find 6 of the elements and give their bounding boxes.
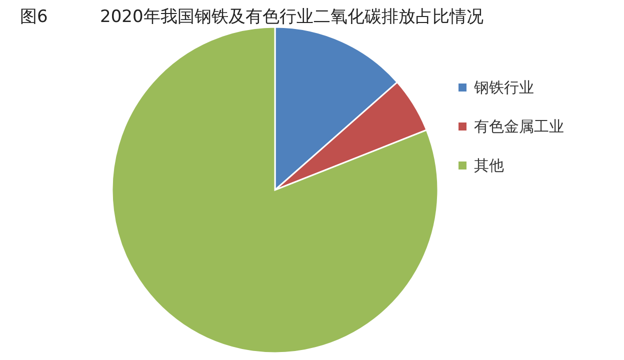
legend-label: 其他 — [474, 156, 504, 174]
legend-label: 钢铁行业 — [473, 78, 534, 96]
caption: 图6 — [20, 7, 48, 27]
pie-slice — [111, 26, 439, 354]
legend-label: 有色金属工业 — [474, 118, 564, 136]
chart-title: 2020年我国钢铁及有色行业二氧化碳排放占比情况 — [100, 7, 484, 27]
